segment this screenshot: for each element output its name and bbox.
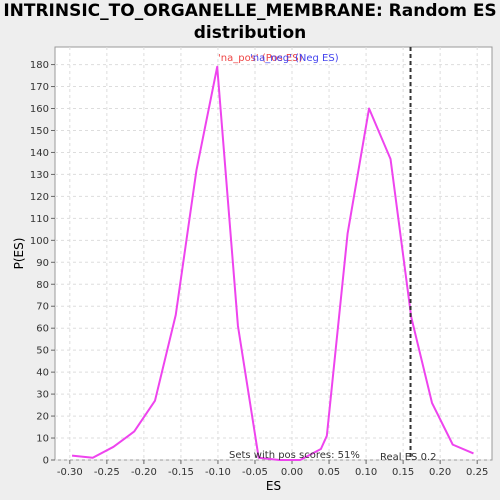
x-tick-label: 0.00 — [281, 467, 303, 478]
y-tick-label: 20 — [36, 412, 49, 423]
plot-area — [54, 46, 493, 461]
y-tick-label: 60 — [36, 324, 49, 335]
x-axis-label: ES — [266, 479, 281, 493]
footnote-pos-scores: Sets with pos scores: 51% — [229, 450, 360, 461]
y-tick-label: 170 — [30, 82, 49, 93]
y-tick-label: 40 — [36, 368, 49, 379]
x-tick-label: -0.25 — [94, 467, 120, 478]
x-tick-label: 0.25 — [466, 467, 488, 478]
y-tick-label: 140 — [30, 148, 49, 159]
x-tick-label: -0.30 — [57, 467, 83, 478]
y-tick-label: 90 — [36, 258, 49, 269]
y-tick-label: 110 — [30, 214, 49, 225]
y-tick-label: 80 — [36, 280, 49, 291]
y-tick-label: 30 — [36, 390, 49, 401]
y-tick-label: 180 — [30, 60, 49, 71]
y-tick-label: 120 — [30, 192, 49, 203]
x-tick-label: 0.10 — [355, 467, 377, 478]
y-tick-label: 150 — [30, 126, 49, 137]
series-line — [71, 65, 474, 461]
y-tick-label: 130 — [30, 170, 49, 181]
x-tick-label: -0.20 — [131, 467, 157, 478]
x-tick-label: -0.10 — [205, 467, 231, 478]
y-tick-label: 10 — [36, 434, 49, 445]
y-axis-label: P(ES) — [12, 238, 26, 270]
real-es-label: Real ES 0.2 — [380, 452, 436, 463]
chart-title-line1: INTRINSIC_TO_ORGANELLE_MEMBRANE: Random … — [3, 1, 497, 21]
y-tick-label: 160 — [30, 104, 49, 115]
y-tick-label: 100 — [30, 236, 49, 247]
legend-neg-label: 'na_neg' (Neg ES) — [250, 53, 339, 64]
x-tick-label: 0.15 — [392, 467, 414, 478]
chart-title-line2: distribution — [193, 23, 307, 43]
legend-pos-label: 'na_pos' (Pos ES) — [218, 53, 303, 64]
chart-title: INTRINSIC_TO_ORGANELLE_MEMBRANE: Random … — [0, 0, 500, 44]
y-tick-label: 0 — [43, 456, 49, 467]
x-tick-label: 0.20 — [429, 467, 451, 478]
y-tick-label: 50 — [36, 346, 49, 357]
x-tick-label: -0.15 — [168, 467, 194, 478]
y-tick-label: 70 — [36, 302, 49, 313]
x-tick-label: -0.05 — [242, 467, 268, 478]
x-tick-label: 0.05 — [318, 467, 340, 478]
